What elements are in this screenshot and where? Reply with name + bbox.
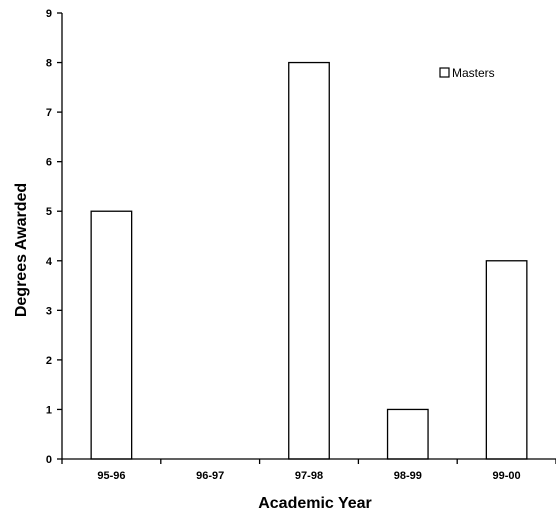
bar-97-98 <box>288 61 330 460</box>
y-axis-ticks: 0 1 2 3 4 5 6 7 8 9 <box>46 8 62 466</box>
y-tick-label: 0 <box>46 454 52 466</box>
y-tick-label: 6 <box>46 157 52 169</box>
x-tick-label: 97-98 <box>295 470 323 482</box>
x-axis-title: Academic Year <box>258 495 372 512</box>
y-tick-label: 1 <box>46 404 52 416</box>
x-tick-label: 95-96 <box>97 470 125 482</box>
y-tick-label: 8 <box>46 58 52 70</box>
legend: Masters <box>439 66 495 80</box>
y-tick-label: 2 <box>46 355 52 367</box>
y-tick-label: 7 <box>46 107 52 119</box>
legend-label-masters: Masters <box>452 66 495 80</box>
x-axis-ticks: 95-96 96-97 97-98 98-99 99-00 <box>61 459 556 482</box>
y-tick-label: 4 <box>46 256 53 268</box>
x-tick-label: 96-97 <box>196 470 224 482</box>
bar-99-00 <box>485 260 528 460</box>
bar-series <box>90 61 528 460</box>
x-tick-label: 99-00 <box>493 470 521 482</box>
bar-98-99 <box>386 408 429 460</box>
y-tick-label: 3 <box>46 305 52 317</box>
y-axis-title: Degrees Awarded <box>13 183 30 317</box>
x-tick-label: 98-99 <box>394 470 422 482</box>
bar-95-96 <box>90 210 133 460</box>
y-tick-label: 9 <box>46 8 52 20</box>
legend-swatch <box>439 67 450 78</box>
y-tick-label: 5 <box>46 206 52 218</box>
